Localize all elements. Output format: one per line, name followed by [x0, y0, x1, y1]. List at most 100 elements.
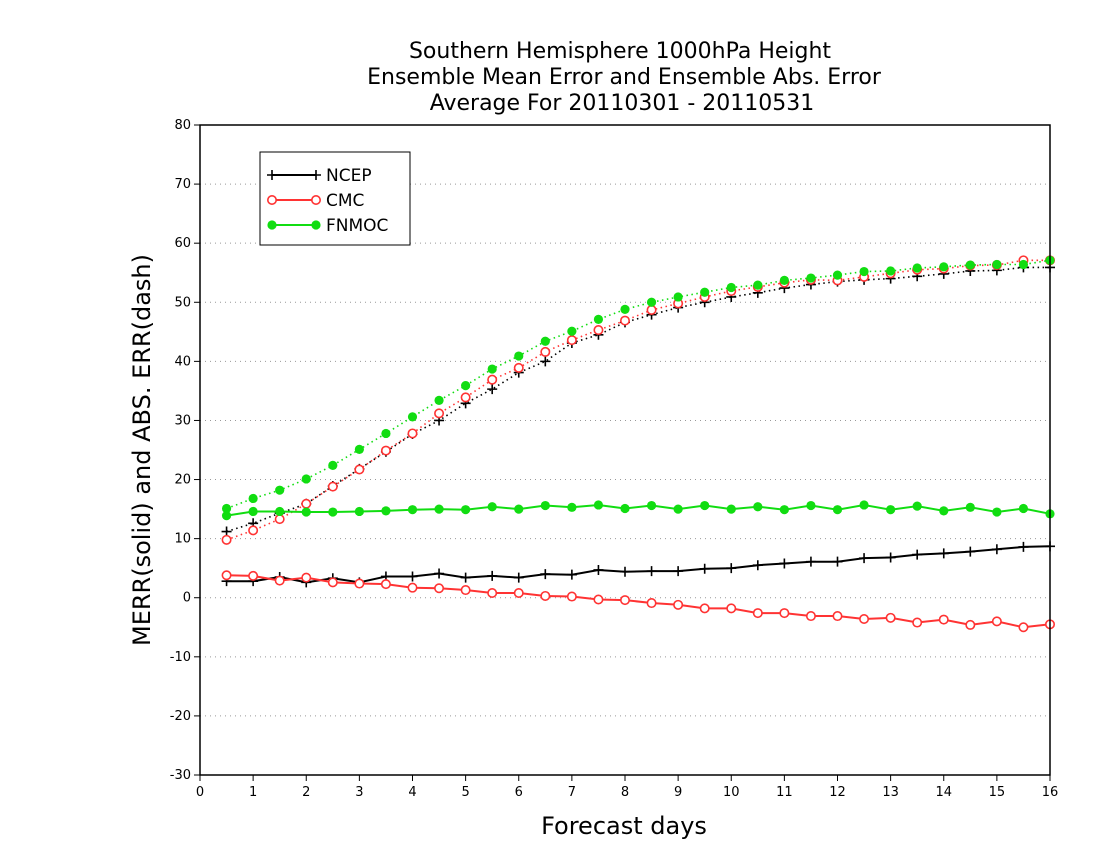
fnmoc-point	[673, 292, 683, 302]
cmc-point	[248, 570, 259, 581]
fnmoc-point	[434, 504, 444, 514]
fnmoc-point	[381, 506, 391, 516]
fnmoc-point	[354, 506, 364, 517]
fnmoc-point	[886, 266, 896, 276]
y-tick-label: 20	[174, 473, 191, 488]
fnmoc-point	[806, 500, 816, 511]
fnmoc-point	[328, 460, 338, 470]
cmc-point	[673, 599, 684, 610]
fnmoc-point	[646, 297, 657, 307]
cmc-mean-error-line	[226, 574, 1051, 629]
ncep-point	[487, 570, 498, 581]
fnmoc-point	[514, 351, 524, 361]
x-tick-label: 13	[882, 785, 899, 800]
cmc-point	[805, 611, 816, 622]
y-tick-label: 40	[174, 354, 191, 369]
ncep-point	[673, 566, 684, 577]
y-tick-label: 0	[183, 591, 191, 606]
legend-label: CMC	[326, 191, 364, 211]
cmc-abs-error-series	[221, 255, 1056, 545]
ncep-point	[513, 572, 524, 583]
cmc-point	[380, 445, 391, 456]
fnmoc-point	[912, 263, 922, 273]
cmc-point	[965, 619, 976, 630]
series-layer	[221, 255, 1056, 633]
cmc-point	[540, 346, 551, 357]
x-tick-label: 7	[568, 785, 576, 800]
y-tick-label: -10	[170, 650, 191, 665]
cmc-point	[699, 603, 710, 614]
cmc-point	[726, 603, 737, 614]
legend-label: FNMOC	[326, 216, 388, 236]
ncep-point	[407, 571, 418, 582]
ncep-point	[805, 556, 816, 567]
cmc-point	[460, 585, 471, 596]
fnmoc-point	[487, 364, 497, 374]
cmc-point	[566, 591, 577, 602]
x-tick-label: 9	[674, 785, 682, 800]
legend-marker	[310, 195, 321, 206]
ncep-point	[965, 546, 976, 557]
ncep-point	[726, 563, 737, 574]
fnmoc-point	[221, 510, 232, 521]
fnmoc-point	[354, 444, 364, 455]
fnmoc-point	[646, 500, 657, 511]
ncep-point	[646, 566, 657, 577]
y-axis-label: MERR(solid) and ABS. ERR(dash)	[128, 254, 156, 646]
fnmoc-point	[859, 500, 869, 510]
y-tick-label: 10	[174, 532, 191, 547]
ncep-point	[566, 569, 577, 580]
ncep-point	[859, 553, 870, 564]
fnmoc-point	[1018, 259, 1029, 270]
cmc-point	[487, 374, 498, 385]
x-tick-label: 14	[935, 785, 952, 800]
ncep-point	[885, 552, 896, 563]
legend-item-fnmoc: FNMOC	[267, 216, 388, 236]
ncep-point	[991, 544, 1002, 555]
cmc-point	[619, 315, 630, 326]
fnmoc-point	[461, 380, 471, 391]
fnmoc-point	[753, 280, 763, 290]
ncep-point	[912, 549, 923, 560]
y-tick-label: 70	[174, 177, 191, 192]
fnmoc-point	[434, 395, 444, 405]
cmc-point	[434, 583, 445, 594]
ncep-point	[620, 566, 630, 577]
x-tick-label: 10	[723, 785, 740, 800]
ncep-mean-error-line	[226, 545, 1051, 584]
cmc-point	[460, 392, 471, 403]
fnmoc-point	[992, 259, 1002, 270]
fnmoc-abs-error-line	[226, 259, 1051, 510]
fnmoc-point	[832, 505, 843, 515]
y-tick-label: -30	[170, 768, 191, 783]
cmc-point	[752, 608, 763, 619]
ncep-mean-error-series	[221, 541, 1055, 588]
cmc-point	[1018, 622, 1029, 633]
fnmoc-point	[514, 504, 524, 514]
fnmoc-point	[593, 500, 604, 510]
legend-label: NCEP	[326, 166, 372, 186]
x-tick-label: 3	[355, 785, 363, 800]
cmc-point	[619, 595, 630, 606]
cmc-point	[354, 464, 365, 475]
x-tick-label: 4	[408, 785, 416, 800]
cmc-point	[593, 594, 604, 605]
ncep-point	[699, 563, 710, 574]
ncep-point	[434, 568, 445, 579]
fnmoc-point	[593, 314, 604, 325]
chart-title-line-2: Ensemble Mean Error and Ensemble Abs. Er…	[367, 65, 882, 90]
fnmoc-point	[328, 507, 338, 517]
fnmoc-mean-error-line	[226, 503, 1051, 517]
ncep-point	[832, 556, 843, 567]
ncep-abs-error-line	[226, 266, 1050, 533]
cmc-point	[646, 598, 657, 609]
x-tick-label: 8	[621, 785, 629, 800]
fnmoc-point	[912, 501, 922, 511]
grid	[200, 183, 1050, 717]
fnmoc-point	[673, 504, 683, 514]
fnmoc-point	[700, 287, 710, 297]
cmc-point	[912, 617, 923, 628]
legend-marker	[266, 195, 277, 206]
legend-marker	[311, 220, 321, 230]
